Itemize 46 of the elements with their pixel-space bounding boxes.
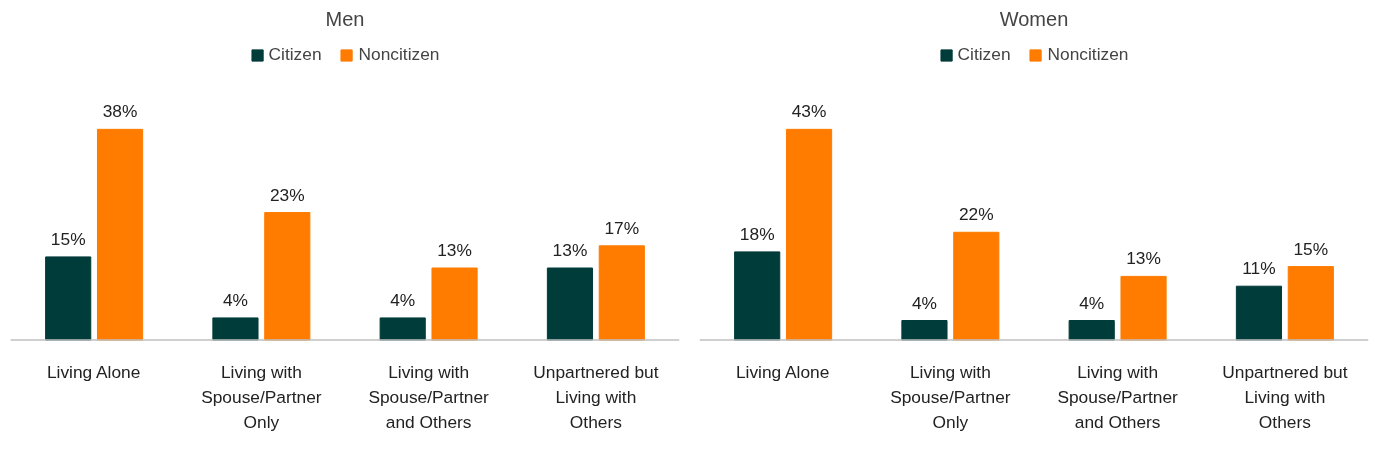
chart-title: Women bbox=[999, 7, 1069, 30]
data-label: 22% bbox=[958, 204, 994, 225]
data-label: 17% bbox=[604, 217, 640, 238]
bar bbox=[598, 245, 645, 341]
legend-label: Citizen bbox=[268, 44, 322, 65]
data-label: 4% bbox=[390, 289, 416, 310]
bar bbox=[1235, 285, 1283, 341]
x-tick-label: Living Alone bbox=[46, 362, 141, 383]
data-label: 13% bbox=[552, 240, 588, 261]
chart-title: Men bbox=[325, 7, 365, 30]
bar bbox=[1120, 275, 1167, 341]
x-tick-label: Living with Spouse/Partner Only bbox=[890, 362, 1011, 433]
x-tick-label: Living with Spouse/Partner and Others bbox=[368, 362, 490, 433]
bar bbox=[431, 267, 478, 341]
bar bbox=[45, 256, 92, 341]
bar bbox=[1287, 266, 1334, 341]
data-label: 43% bbox=[791, 101, 827, 122]
bar bbox=[546, 267, 594, 341]
legend-label: Citizen bbox=[957, 44, 1011, 65]
data-label: 15% bbox=[1293, 238, 1329, 259]
bar bbox=[953, 231, 1000, 341]
bar bbox=[379, 317, 426, 341]
data-label: 13% bbox=[1126, 248, 1161, 269]
data-label: 38% bbox=[102, 101, 138, 122]
bar bbox=[785, 128, 833, 341]
bar bbox=[212, 317, 259, 341]
bar bbox=[1068, 320, 1115, 341]
bar bbox=[734, 251, 781, 341]
data-label: 4% bbox=[222, 289, 248, 310]
data-label: 15% bbox=[50, 228, 86, 249]
bar bbox=[264, 212, 311, 341]
x-tick-label: Living with Spouse/Partner Only bbox=[201, 362, 322, 433]
x-tick-label: Living Alone bbox=[735, 362, 830, 383]
data-label: 18% bbox=[739, 223, 775, 244]
legend-label: Noncitizen bbox=[358, 44, 440, 65]
data-label: 4% bbox=[1079, 292, 1105, 313]
data-label: 13% bbox=[437, 240, 472, 261]
data-label: 23% bbox=[269, 184, 305, 205]
x-tick-label: Unpartnered but Living with Others bbox=[533, 362, 659, 433]
bar bbox=[96, 128, 144, 341]
legend-label: Noncitizen bbox=[1047, 44, 1129, 65]
bar bbox=[901, 320, 948, 341]
data-label: 4% bbox=[911, 292, 937, 313]
x-tick-label: Living with Spouse/Partner and Others bbox=[1057, 362, 1179, 433]
x-tick-label: Unpartnered but Living with Others bbox=[1222, 362, 1348, 433]
data-label: 11% bbox=[1242, 258, 1276, 279]
